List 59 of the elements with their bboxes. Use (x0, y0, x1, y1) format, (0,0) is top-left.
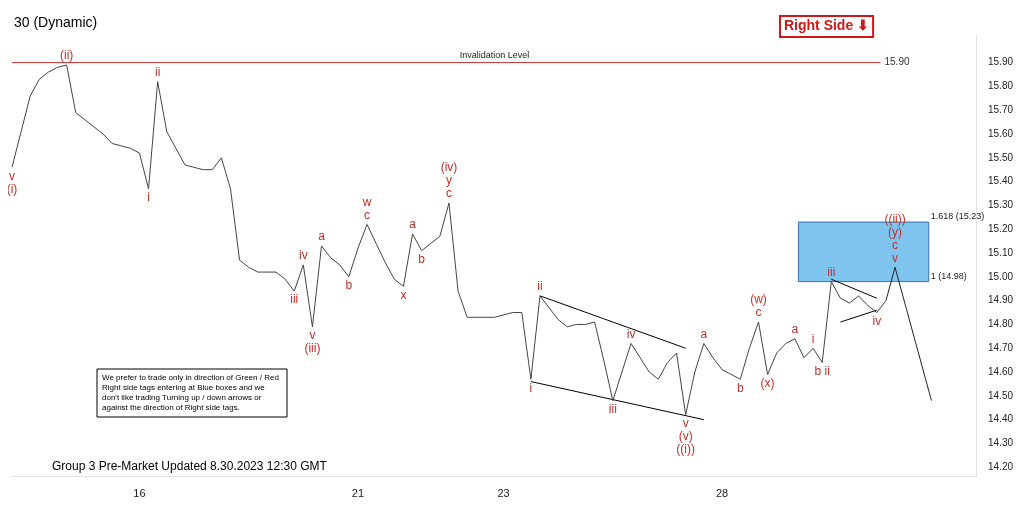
y-tick-label: 14.70 (987, 342, 1014, 353)
chart-title: 30 (Dynamic) (14, 13, 98, 30)
data-label: a (700, 326, 708, 341)
y-tick-label: 15.10 (987, 246, 1014, 258)
ref-line-label: 15.90 (884, 56, 910, 68)
y-tick-label: 14.40 (987, 413, 1014, 425)
y-tick-label: 15.50 (987, 151, 1014, 163)
data-label: (ii) (59, 48, 74, 63)
annotation: 1.618 (15.23) (930, 211, 985, 222)
y-tick-label: 14.90 (987, 294, 1014, 306)
data-label: a (318, 229, 326, 244)
data-label: w c (361, 194, 372, 222)
x-tick-label: 21 (351, 487, 365, 500)
annotation: Invalidation Level (459, 49, 530, 60)
data-label: iv (298, 248, 308, 263)
x-tick-label: 23 (497, 487, 510, 500)
data-label: b ii (814, 363, 830, 378)
y-tick-label: 14.20 (987, 461, 1014, 473)
y-tick-label: 15.40 (987, 175, 1014, 187)
data-label: (x) (760, 375, 775, 390)
data-label: iv (872, 313, 882, 328)
y-tick-label: 15.00 (987, 270, 1014, 282)
data-label: i (147, 190, 150, 205)
y-tick-label: 14.80 (987, 318, 1014, 330)
data-label: iv (626, 326, 636, 341)
y-tick-label: 15.70 (987, 103, 1014, 115)
data-label: ii (154, 64, 161, 79)
data-label: i (529, 380, 533, 395)
data-label: b (345, 278, 353, 293)
y-tick-label: 14.60 (987, 365, 1014, 377)
data-label: v (v) ((i)) (676, 416, 695, 457)
annotation: Group 3 Pre-Market Updated 8.30.2023 12:30 GMT (52, 459, 328, 474)
y-tick-label: 15.80 (987, 80, 1014, 92)
y-tick-label: 14.30 (987, 437, 1014, 449)
data-label: iii (290, 292, 299, 307)
data-label: ((ii)) (y) c v (884, 211, 906, 265)
y-tick-label: 15.90 (987, 56, 1014, 68)
x-tick-label: 16 (133, 487, 146, 500)
annotation: 1 (14.98) (930, 270, 967, 281)
data-label: i (811, 331, 815, 346)
data-label: x (400, 287, 407, 302)
annotation: We prefer to trade only in direction of Green / Red Right side tags entering at Blue boxes and we don't like trading Turning up / down arrows or against the direction of Right side tags. (102, 373, 279, 413)
data-label: (w) c (750, 292, 767, 320)
data-label: a (791, 322, 799, 337)
data-label: iii (827, 264, 836, 279)
data-label: b (418, 251, 426, 266)
y-tick-label: 14.50 (987, 389, 1014, 401)
data-label: v (iii) (304, 328, 321, 356)
data-label: b (736, 380, 744, 395)
data-label: a (409, 217, 417, 232)
data-label: v (i) (6, 168, 18, 196)
y-tick-label: 15.60 (987, 127, 1014, 139)
y-tick-label: 15.20 (987, 222, 1014, 234)
text: Right Side ⬇ (783, 16, 870, 33)
data-label: (iv) y c (440, 160, 458, 201)
y-tick-label: 15.30 (987, 199, 1014, 211)
data-label: ii (537, 279, 543, 294)
x-tick-label: 28 (715, 487, 729, 500)
data-label: iii (608, 401, 617, 416)
